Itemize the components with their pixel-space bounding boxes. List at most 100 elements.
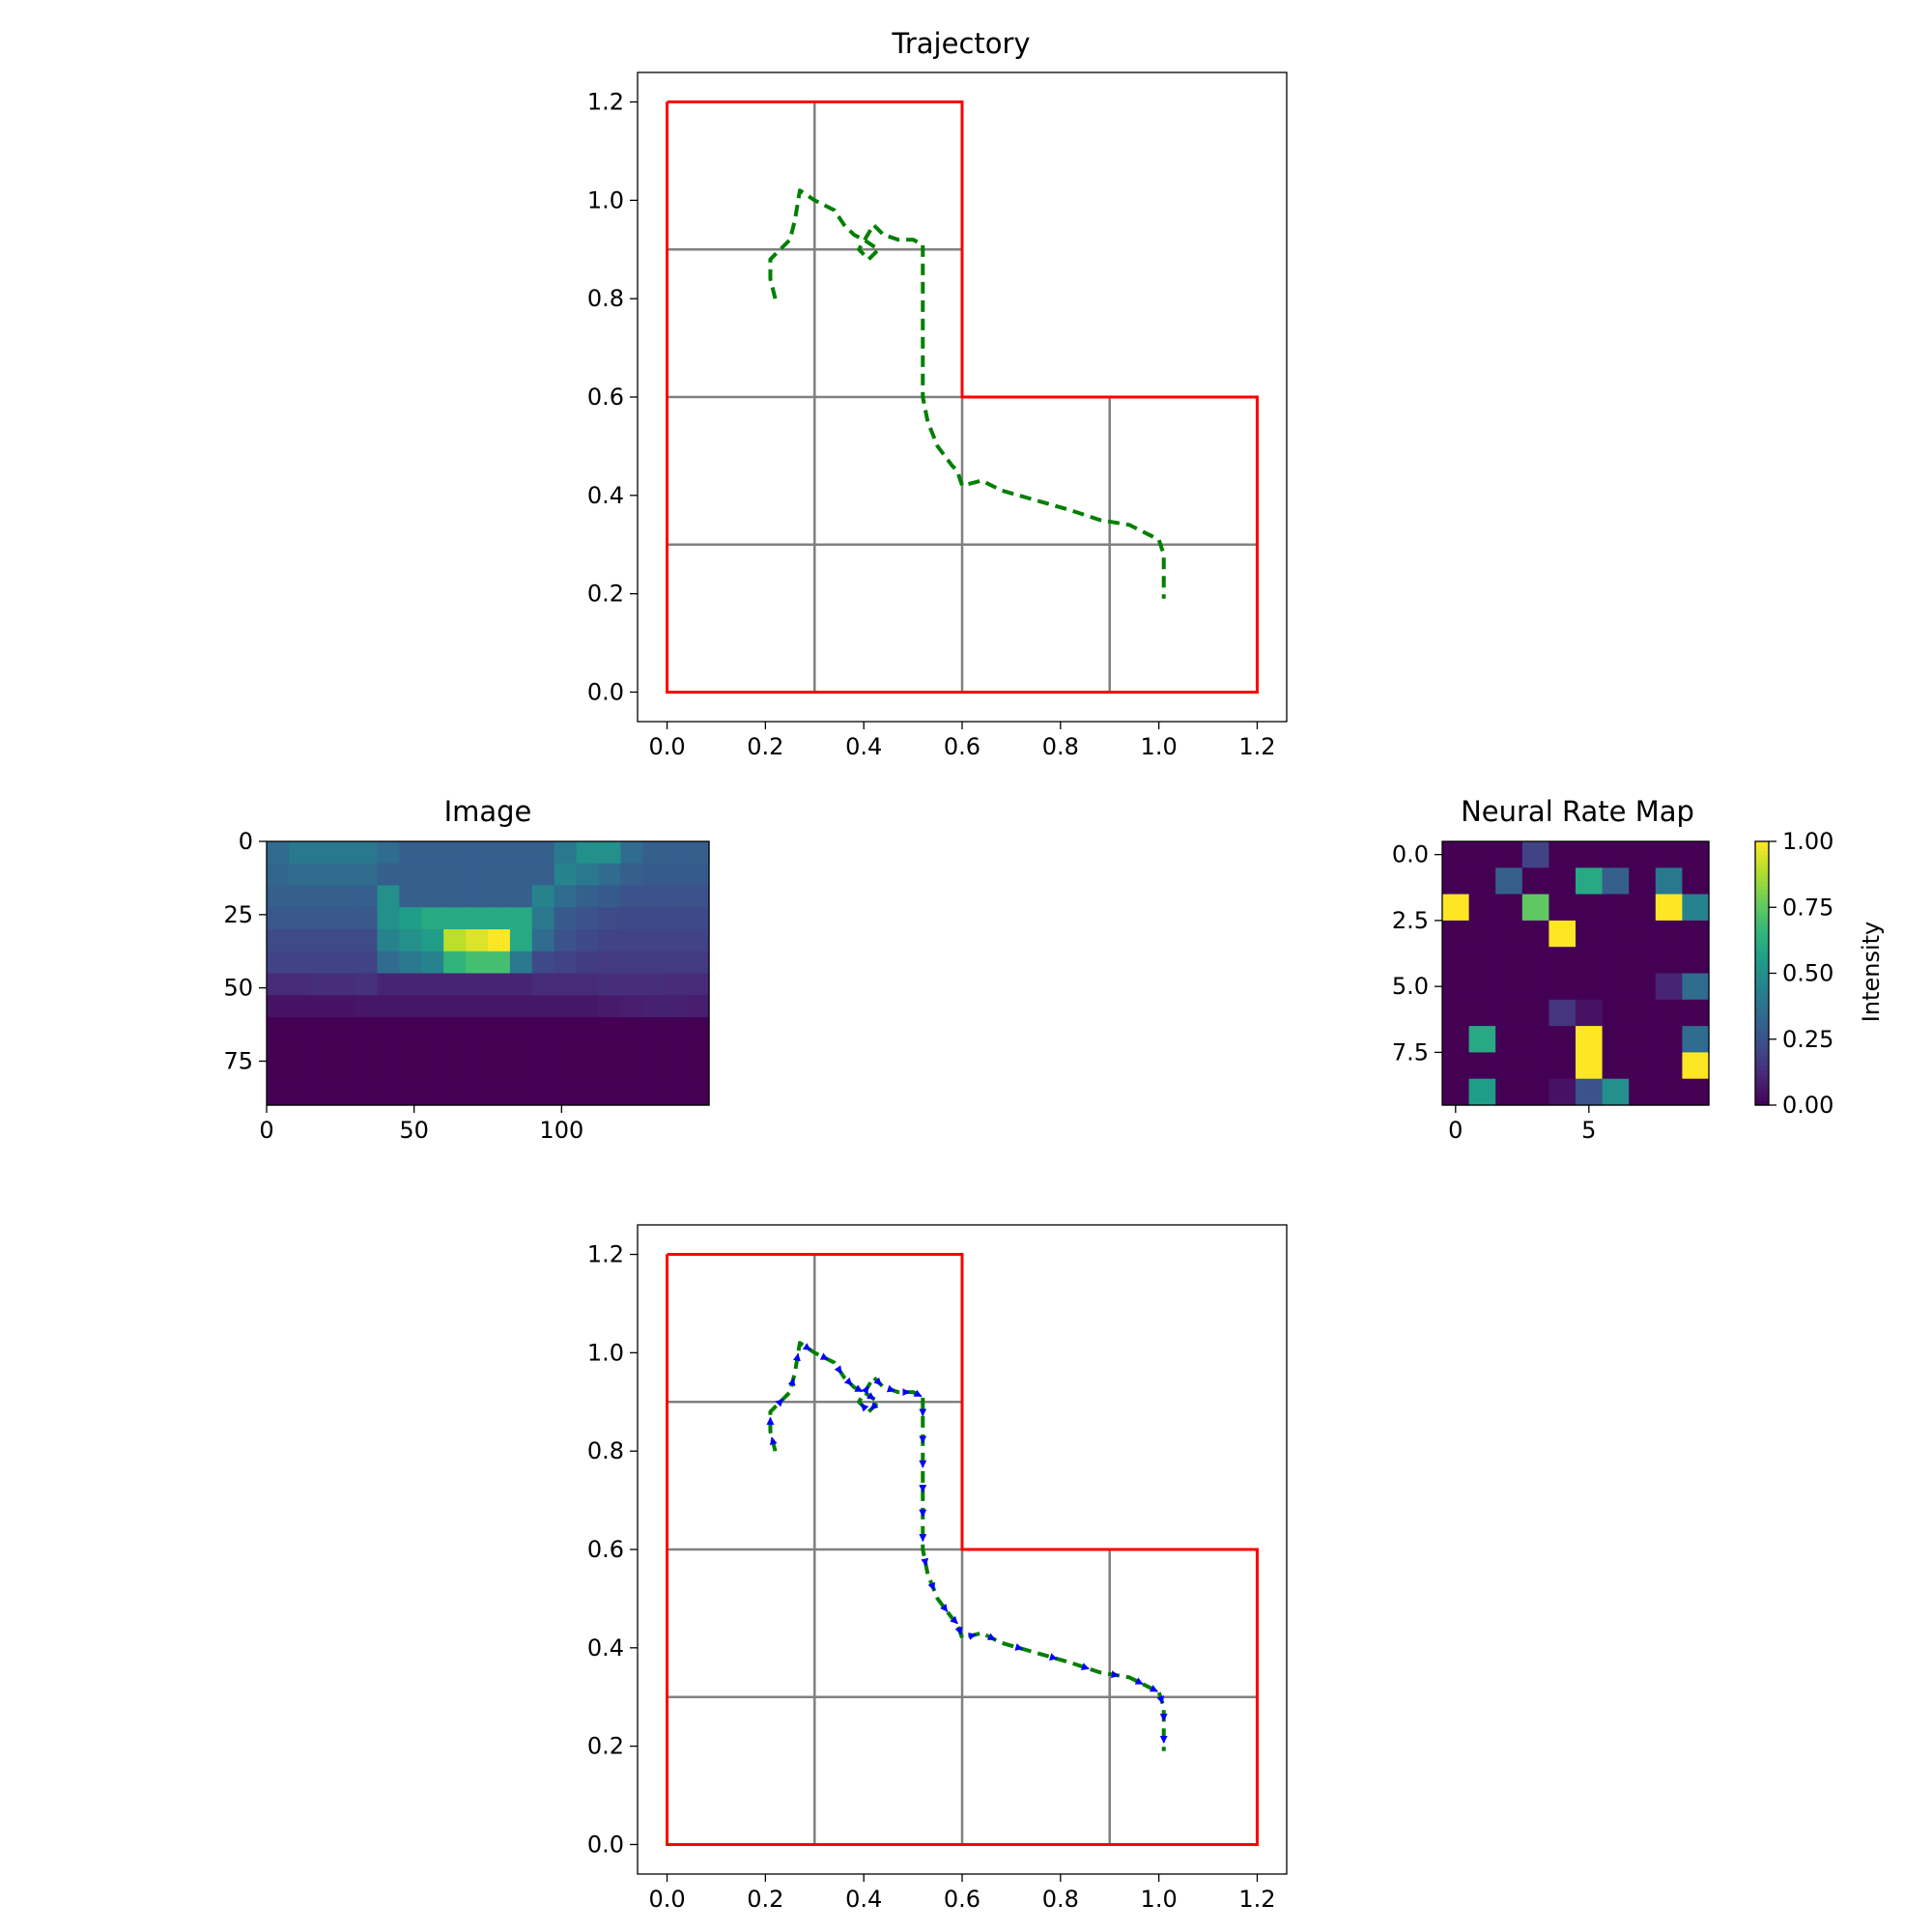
colorbar-segment [1755, 1004, 1769, 1009]
heatmap-cell [1682, 867, 1710, 895]
colorbar-segment [1755, 955, 1769, 961]
colorbar-segment [1755, 1065, 1769, 1071]
heatmap-cell [267, 907, 290, 930]
heatmap-cell [1521, 1026, 1549, 1053]
heatmap-cell [377, 1061, 400, 1084]
heatmap-cell [399, 951, 422, 975]
heatmap-cell [377, 863, 400, 887]
heatmap-cell [310, 907, 334, 930]
colorbar-tick-label: 0.50 [1782, 960, 1833, 987]
colorbar-label: Intensity [1858, 922, 1885, 1022]
heatmap-cell [509, 929, 533, 952]
heatmap-cell [576, 1061, 600, 1084]
heatmap-cell [1521, 920, 1549, 948]
heatmap-cell [332, 929, 356, 952]
heatmap-cell [531, 863, 555, 887]
room-outline [666, 1253, 1259, 1846]
heatmap-cell [466, 973, 489, 996]
heatmap-cell [1682, 1026, 1710, 1053]
heatmap-cell [288, 863, 312, 887]
heatmap-cell [332, 1083, 356, 1106]
heatmap-cell [488, 1083, 511, 1106]
x-tick-label: 0.4 [845, 1886, 882, 1913]
colorbar-segment [1755, 890, 1769, 895]
x-tick-label: 1.0 [1141, 1886, 1178, 1913]
y-tick-label: 50 [223, 975, 253, 1002]
heatmap-cell [1548, 841, 1577, 868]
direction-arrow [1134, 1677, 1144, 1686]
heatmap-cell [687, 841, 710, 865]
axes-frame [1441, 840, 1710, 1106]
heatmap-cell [1682, 973, 1710, 1001]
heatmap-cell [509, 885, 533, 908]
heatmap-cell [1576, 920, 1604, 948]
colorbar-segment [1755, 850, 1769, 856]
y-tick-label: 2.5 [1392, 907, 1429, 934]
x-tick-label: 0.6 [944, 733, 980, 760]
heatmap-cell [687, 863, 710, 887]
heatmap-cell [1548, 867, 1577, 895]
colorbar-tick-label: 0.75 [1782, 894, 1833, 921]
heatmap-cell [488, 1061, 511, 1084]
colorbar-segment [1755, 968, 1769, 975]
heatmap-cell [1468, 867, 1496, 895]
heatmap-cell [421, 973, 444, 996]
heatmap-cell [576, 863, 600, 887]
neural-rate-map-panel: Neural Rate Map 0 5 0.0 2.5 5.0 7.5 [1392, 795, 1710, 1144]
heatmap-cell [554, 929, 578, 952]
heatmap-cell [267, 951, 290, 975]
heatmap-cell [1576, 947, 1604, 975]
colorbar-segment [1755, 920, 1769, 926]
heatmap-cell [554, 973, 578, 996]
heatmap-cell [598, 1017, 621, 1040]
heatmap-cell [267, 1038, 290, 1063]
heatmap-cell [488, 973, 511, 996]
y-tick-label: 0.0 [587, 1831, 624, 1858]
heatmap-cell [554, 995, 578, 1018]
heatmap-cell [509, 951, 533, 975]
heatmap-cell [1655, 920, 1683, 948]
heatmap-cell [1495, 867, 1523, 895]
heatmap-cell [576, 907, 600, 930]
colorbar-segment [1755, 978, 1769, 983]
direction-arrow [1111, 1670, 1120, 1679]
heatmap-cell [531, 1017, 555, 1040]
colorbar-segment [1755, 995, 1769, 1001]
heatmap-cell [531, 841, 555, 865]
heatmap-cell [1495, 841, 1523, 868]
direction-arrow [1049, 1653, 1058, 1661]
heatmap-cell [1468, 999, 1496, 1027]
colorbar-segment [1755, 841, 1769, 847]
heatmap-cell [687, 929, 710, 952]
y-tick-label: 0.6 [587, 1536, 624, 1563]
heatmap-cell [1468, 1026, 1496, 1053]
heatmap-cell [488, 1038, 511, 1063]
heatmap-cell [466, 1038, 489, 1063]
heatmap-cell [1442, 1052, 1470, 1080]
heatmap-cell [488, 885, 511, 908]
axes-frame [266, 840, 710, 1106]
heatmap-cell [1521, 999, 1549, 1027]
heatmap-cell [332, 863, 356, 887]
heatmap-cell [332, 885, 356, 908]
heatmap-cell [665, 841, 688, 865]
heatmap-cell [310, 841, 334, 865]
heatmap-cell [310, 1017, 334, 1040]
heatmap-cell [466, 995, 489, 1018]
trajectory-line [768, 188, 1166, 599]
colorbar-segment [1755, 1056, 1769, 1063]
heatmap-cell [377, 995, 400, 1018]
heatmap-cell [531, 907, 555, 930]
colorbar-segment [1755, 999, 1769, 1005]
heatmap-cell [399, 863, 422, 887]
heatmap-cell [488, 1017, 511, 1040]
y-tick-label: 5.0 [1392, 973, 1429, 1000]
heatmap-cell [1655, 1052, 1683, 1080]
heatmap-cell [310, 1083, 334, 1106]
heatmap-cell [1576, 841, 1604, 868]
heatmap-cell [355, 1017, 379, 1040]
heatmap-cell [399, 1038, 422, 1063]
colorbar-segment [1755, 902, 1769, 908]
heatmap-cell [377, 929, 400, 952]
colorbar-segment [1755, 1078, 1769, 1084]
